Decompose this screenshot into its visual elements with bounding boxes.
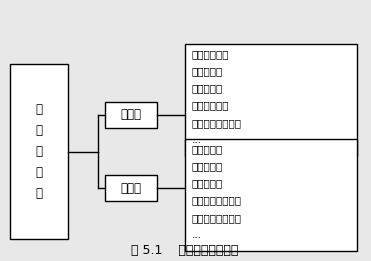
Text: 累加寄存器: 累加寄存器 [192, 83, 223, 93]
Text: 存储器地址寄存器: 存储器地址寄存器 [192, 195, 242, 206]
Bar [185, 44, 357, 156]
Text: 程序计数器: 程序计数器 [192, 144, 223, 154]
Text: ...: ... [192, 230, 202, 240]
Text: 程序状态字寄存器: 程序状态字寄存器 [192, 118, 242, 128]
Text: 图 5.1    中央处理器的组成: 图 5.1 中央处理器的组成 [131, 244, 239, 257]
Text: 通用寄存器组: 通用寄存器组 [192, 100, 230, 111]
Text: 中
央
处
理
器: 中 央 处 理 器 [36, 103, 43, 200]
Bar [10, 64, 68, 239]
Text: ...: ... [192, 135, 202, 145]
Bar [105, 102, 157, 128]
Bar [105, 175, 157, 201]
Text: 运算器: 运算器 [121, 109, 141, 122]
Text: 算术逻辑单元: 算术逻辑单元 [192, 49, 230, 59]
Bar [185, 139, 357, 251]
Text: 控制器: 控制器 [121, 181, 141, 194]
Text: 暂存寄存器: 暂存寄存器 [192, 66, 223, 76]
Text: 指令译码器: 指令译码器 [192, 178, 223, 188]
Text: 存储器数据寄存器: 存储器数据寄存器 [192, 213, 242, 223]
Text: 指令寄存器: 指令寄存器 [192, 161, 223, 171]
